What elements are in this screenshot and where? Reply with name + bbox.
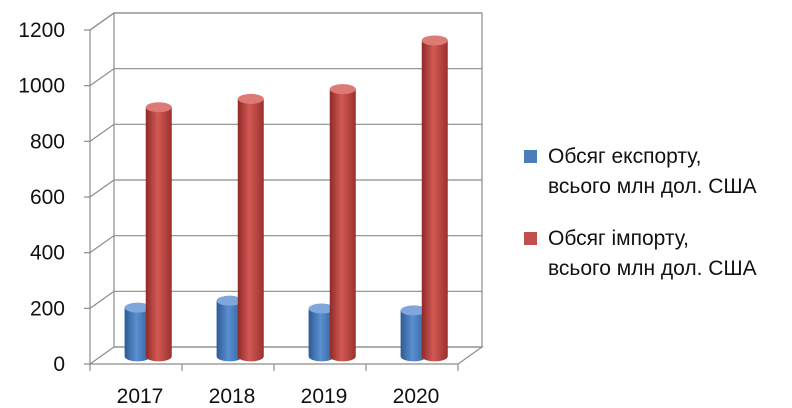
chart-legend: Обсяг експорту, всього млн дол. США Обся… <box>514 142 784 306</box>
bar-top <box>145 102 172 113</box>
bar-body <box>145 107 172 362</box>
y-tick-label: 1000 <box>18 75 65 98</box>
gridline <box>89 12 482 31</box>
chart-bars <box>124 35 448 362</box>
bar-top <box>124 302 151 313</box>
legend-item-import: Обсяг імпорту, всього млн дол. США <box>514 224 784 284</box>
bar-body <box>400 310 427 362</box>
bar-top <box>308 303 335 314</box>
bar-import-2017 <box>145 102 172 362</box>
bar-import-2019 <box>329 84 356 362</box>
legend-label-export-line1: Обсяг експорту, <box>548 145 702 168</box>
legend-label-import-line2: всього млн дол. США <box>548 257 757 280</box>
y-axis-ticks: 0 200 400 600 800 1000 1200 <box>18 19 65 376</box>
x-axis-ticks: 2017 2018 2019 2020 <box>117 385 440 408</box>
x-tick-label: 2017 <box>117 385 164 408</box>
legend-label-import-line1: Обсяг імпорту, <box>548 227 689 250</box>
bar-body <box>421 40 448 362</box>
gridline <box>89 179 482 198</box>
gridline <box>89 235 482 254</box>
chart-grid <box>84 12 484 371</box>
floor <box>88 346 484 365</box>
y-tick-label: 600 <box>30 186 65 209</box>
x-tick-label: 2020 <box>393 385 440 408</box>
gridline <box>89 290 482 309</box>
bar-export-2017 <box>124 302 151 362</box>
bar-top <box>237 93 264 104</box>
bar-body <box>308 308 335 362</box>
y-tick-label: 1200 <box>18 19 65 42</box>
bar-export-2018 <box>216 295 243 362</box>
gridline <box>89 68 482 87</box>
legend-item-export: Обсяг експорту, всього млн дол. США <box>514 142 784 202</box>
bar-body <box>124 307 151 362</box>
bar-import-2020 <box>421 35 448 362</box>
y-tick-label: 0 <box>53 353 65 376</box>
bar-top <box>216 295 243 306</box>
bar-export-2020 <box>400 305 427 362</box>
bar-top <box>400 305 427 316</box>
y-tick-label: 200 <box>30 297 65 320</box>
gridline <box>89 123 482 142</box>
bar-top <box>421 35 448 46</box>
bar-body <box>237 98 264 362</box>
bar-import-2018 <box>237 93 264 362</box>
bar-body <box>216 300 243 362</box>
x-tick-label: 2019 <box>301 385 348 408</box>
x-tick-label: 2018 <box>209 385 256 408</box>
bar-top <box>329 84 356 95</box>
legend-swatch-import <box>524 232 537 245</box>
legend-label-export-line2: всього млн дол. США <box>548 175 757 198</box>
y-tick-label: 400 <box>30 242 65 265</box>
legend-swatch-export <box>524 150 537 163</box>
bar-export-2019 <box>308 303 335 362</box>
y-tick-label: 800 <box>30 130 65 153</box>
bar-body <box>329 89 356 362</box>
